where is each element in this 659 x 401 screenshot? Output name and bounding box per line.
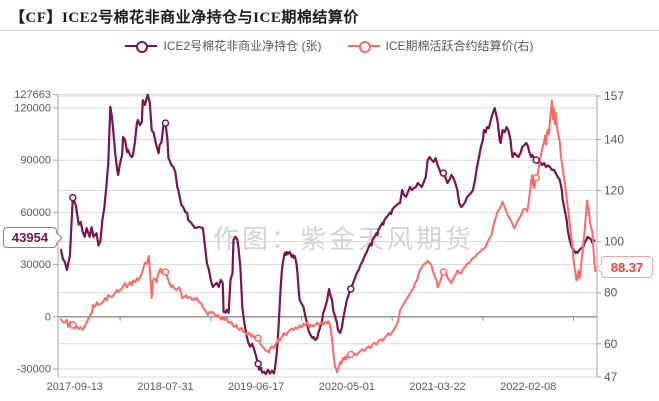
line-circle-marker-icon — [125, 40, 158, 53]
right-axis-tick-label: 100 — [604, 235, 624, 249]
watermark: 作图：紫金天风期货 — [213, 224, 475, 254]
legend-item-price[interactable]: ICE期棉活跃合约结算价(右) — [347, 37, 534, 54]
net-position-point-marker — [439, 169, 448, 177]
net-position-line — [59, 93, 596, 376]
net-position-point-marker — [161, 119, 170, 127]
price-point-marker — [161, 268, 170, 276]
left-axis-tick-label: 120000 — [14, 103, 51, 115]
price-point-marker — [439, 268, 448, 276]
price-point-marker — [532, 173, 540, 182]
left-axis-tick-label: 90000 — [20, 155, 51, 167]
right-axis-tick-label: 140 — [604, 132, 624, 146]
x-axis-tick-label: 2021-03-22 — [409, 381, 465, 393]
left-axis-tick-label: 60000 — [20, 207, 51, 219]
left-axis-tick-label: -30000 — [17, 364, 51, 376]
legend: ICE2号棉花非商业净持仓 (张) ICE期棉活跃合约结算价(右) — [0, 37, 659, 54]
title-separator — [0, 30, 659, 31]
net-position-point-marker — [347, 285, 355, 293]
legend-label-net-position: ICE2号棉花非商业净持仓 (张) — [163, 39, 322, 53]
left-axis-tick-label: 127663 — [14, 89, 51, 101]
right-axis-tick-label: 157 — [604, 89, 624, 103]
price-point-marker — [254, 334, 262, 342]
left-axis-tick-label: 0 — [45, 311, 51, 323]
net-position-value-text: 43954 — [11, 230, 49, 245]
x-axis-tick-label: 2019-06-17 — [228, 381, 284, 393]
right-axis-tick-label: 47 — [604, 370, 618, 384]
net-position-point-marker — [254, 360, 262, 368]
x-axis-tick-label: 2017-09-13 — [47, 381, 103, 393]
price-line — [60, 99, 597, 374]
x-axis-tick-label: 2022-02-08 — [500, 381, 556, 393]
net-position-value-label: 43954 — [3, 227, 63, 248]
net-position-point-marker — [532, 156, 540, 164]
right-axis-tick-label: 120 — [604, 184, 624, 198]
left-axis-tick-label: 30000 — [20, 259, 51, 271]
x-axis-tick-label: 2018-07-31 — [137, 381, 193, 393]
price-point-marker — [69, 321, 77, 329]
right-axis-tick-label: 60 — [604, 337, 618, 351]
line-circle-marker-icon — [347, 40, 380, 53]
x-axis-tick-label: 2020-05-01 — [319, 381, 375, 393]
right-axis-tick-label: 80 — [604, 286, 618, 300]
price-point-marker — [347, 350, 355, 359]
price-value-label: 88.37 — [595, 256, 653, 278]
legend-label-price: ICE期棉活跃合约结算价(右) — [385, 39, 534, 53]
page-title: 【CF】ICE2号棉花非商业净持仓与ICE期棉结算价 — [10, 10, 359, 26]
legend-item-net-position[interactable]: ICE2号棉花非商业净持仓 (张) — [125, 37, 322, 54]
price-value-text: 88.37 — [610, 259, 644, 275]
net-position-point-marker — [69, 193, 77, 202]
